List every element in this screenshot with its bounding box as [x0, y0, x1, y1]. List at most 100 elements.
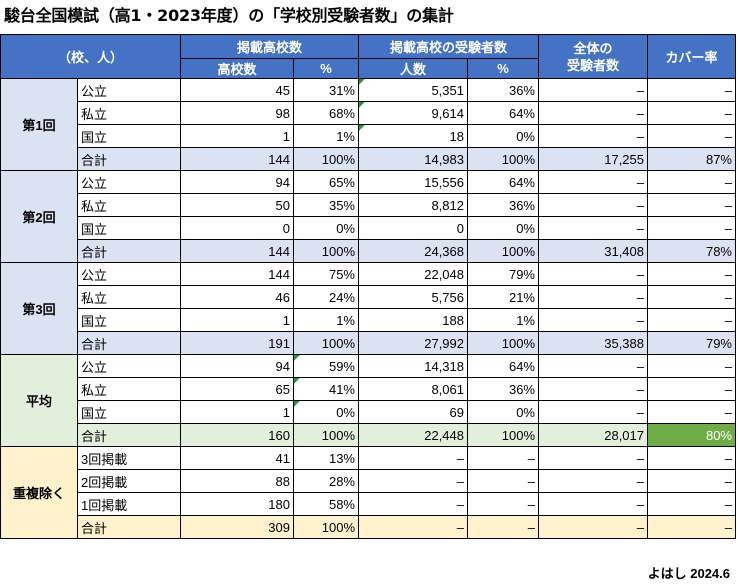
table-cell: 79% [647, 331, 736, 355]
table-cell: 0% [467, 216, 539, 240]
table-cell: 65 [180, 377, 294, 401]
table-cell: 5,351 [358, 78, 468, 102]
table-cell: 309 [180, 515, 294, 539]
table-cell: 98 [180, 101, 294, 125]
table-cell: 8,812 [358, 193, 468, 217]
table-cell: 78% [647, 239, 736, 263]
corner-header: （校、人） [0, 34, 181, 79]
group-label: 第2回 [0, 170, 78, 263]
row-label: 合計 [77, 423, 181, 447]
row-label: 1回掲載 [77, 492, 181, 516]
row-label: 合計 [77, 147, 181, 171]
row-label: 2回掲載 [77, 469, 181, 493]
group-label: 重複除く [0, 446, 78, 539]
table-cell: – [647, 216, 736, 240]
table-cell: 35,388 [538, 331, 648, 355]
table-cell: 0% [467, 400, 539, 424]
table-cell: – [647, 492, 736, 516]
table-cell: – [538, 101, 648, 125]
table-cell: 59% [293, 354, 359, 378]
people-subheader: 人数 [358, 58, 468, 79]
table-cell: – [647, 308, 736, 332]
table-cell: – [647, 446, 736, 470]
table-cell: – [358, 446, 468, 470]
table-row: 第3回 公立 144 75% 22,048 79% – – [0, 262, 736, 355]
table-cell: 69 [358, 400, 468, 424]
table-cell: 188 [358, 308, 468, 332]
table-cell: – [647, 262, 736, 286]
row-label: 合計 [77, 239, 181, 263]
table-cell: – [467, 492, 539, 516]
table-cell: – [538, 492, 648, 516]
table-cell: 0 [180, 216, 294, 240]
table-cell: 9,614 [358, 101, 468, 125]
table-cell: – [647, 101, 736, 125]
table-cell: – [538, 400, 648, 424]
table-cell: – [538, 78, 648, 102]
table-cell: 191 [180, 331, 294, 355]
table-cell: 100% [467, 331, 539, 355]
table-cell: 0% [293, 216, 359, 240]
table-cell: 1 [180, 400, 294, 424]
table-cell: – [647, 170, 736, 194]
table-cell: 100% [467, 423, 539, 447]
table-cell: – [647, 78, 736, 102]
footer-credit: よはし 2024.6 [647, 566, 730, 581]
table-cell: 27,992 [358, 331, 468, 355]
table-cell: 100% [293, 147, 359, 171]
table-cell: 1% [293, 124, 359, 148]
table-cell: 1 [180, 308, 294, 332]
table-cell: 50 [180, 193, 294, 217]
table-cell: – [538, 124, 648, 148]
table-cell: 0% [467, 124, 539, 148]
table-cell: 87% [647, 147, 736, 171]
table-row: 国立 1 1% 188 1% – – [1, 308, 736, 332]
table-cell: 100% [293, 239, 359, 263]
table-row: 国立 1 0% 69 0% – – [1, 400, 736, 424]
table-cell: – [647, 193, 736, 217]
group-label: 第3回 [0, 262, 78, 355]
table-row: 国立 1 1% 18 0% – – [1, 124, 736, 148]
row-label: 私立 [77, 285, 181, 309]
listed-schools-header: 掲載高校数 [180, 34, 359, 59]
row-label: 公立 [77, 354, 181, 378]
table-cell: 100% [467, 239, 539, 263]
table-row: 1回掲載 180 58% – – – – [1, 492, 736, 516]
table-cell: 46 [180, 285, 294, 309]
table-cell: – [467, 446, 539, 470]
table-cell: 15,556 [358, 170, 468, 194]
listed-examinees-header: 掲載高校の受験者数 [358, 34, 539, 59]
table-cell: 100% [293, 423, 359, 447]
table-cell: 14,983 [358, 147, 468, 171]
table-cell: – [647, 400, 736, 424]
table-cell: 75% [293, 262, 359, 286]
table-cell: 1% [293, 308, 359, 332]
table-row: 合計 144 100% 24,368 100% 31,408 78% [1, 239, 736, 263]
table-cell: – [647, 124, 736, 148]
table-cell: 36% [467, 193, 539, 217]
table-row: 私立 98 68% 9,614 64% – – [1, 101, 736, 125]
table-cell: 22,448 [358, 423, 468, 447]
table-cell: 35% [293, 193, 359, 217]
table-cell: – [647, 285, 736, 309]
table-cell: 45 [180, 78, 294, 102]
table-cell: 28,017 [538, 423, 648, 447]
table-row: 合計 160 100% 22,448 100% 28,017 80% [1, 423, 736, 447]
row-label: 公立 [77, 78, 181, 102]
table-row: 私立 46 24% 5,756 21% – – [1, 285, 736, 309]
row-label: 公立 [77, 170, 181, 194]
table-cell: 1% [467, 308, 539, 332]
table-cell: 17,255 [538, 147, 648, 171]
group-label: 平均 [0, 354, 78, 447]
table-cell: 94 [180, 170, 294, 194]
row-label: 国立 [77, 124, 181, 148]
table-cell: 144 [180, 262, 294, 286]
group-label: 第1回 [0, 78, 78, 171]
table-cell: – [467, 515, 539, 539]
table-cell: – [358, 469, 468, 493]
table-cell: 36% [467, 377, 539, 401]
coverage-header: カバー率 [647, 34, 736, 79]
table-row: 合計 309 100% – – – – [1, 515, 736, 539]
table-cell: 0 [358, 216, 468, 240]
table-cell: 14,318 [358, 354, 468, 378]
